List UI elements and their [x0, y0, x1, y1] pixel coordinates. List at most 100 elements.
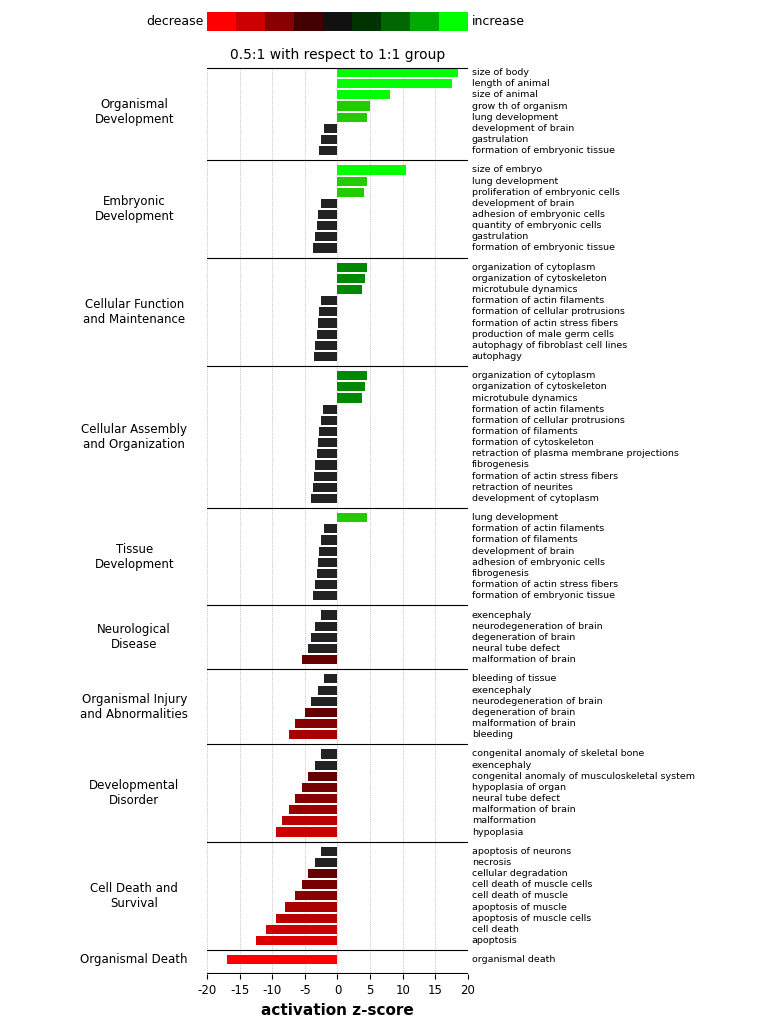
Bar: [317, 569, 337, 578]
Bar: [317, 221, 337, 230]
Bar: [324, 674, 337, 684]
Text: autophagy of fibroblast cell lines: autophagy of fibroblast cell lines: [472, 341, 627, 350]
Bar: [337, 274, 365, 282]
Text: size of body: size of body: [472, 68, 528, 77]
Text: Tissue
Development: Tissue Development: [94, 542, 174, 571]
Bar: [226, 956, 337, 964]
Text: neurodegeneration of brain: neurodegeneration of brain: [472, 697, 602, 706]
Text: apoptosis of neurons: apoptosis of neurons: [472, 846, 571, 856]
Bar: [314, 761, 337, 770]
Text: apoptosis of muscle cells: apoptosis of muscle cells: [472, 913, 591, 923]
Bar: [311, 633, 337, 642]
Bar: [321, 296, 337, 305]
Text: malformation of brain: malformation of brain: [472, 655, 575, 664]
Bar: [295, 892, 337, 900]
Text: hypoplasia: hypoplasia: [472, 828, 523, 836]
Text: cell death of muscle cells: cell death of muscle cells: [472, 880, 592, 890]
Text: formation of actin filaments: formation of actin filaments: [472, 525, 604, 533]
X-axis label: activation z-score: activation z-score: [261, 1002, 414, 1018]
Text: development of brain: development of brain: [472, 546, 574, 556]
Text: quantity of embryonic cells: quantity of embryonic cells: [472, 222, 601, 230]
Text: adhesion of embryonic cells: adhesion of embryonic cells: [472, 210, 604, 219]
Text: exencephaly: exencephaly: [472, 610, 532, 620]
Text: organization of cytoplasm: organization of cytoplasm: [472, 263, 595, 272]
Bar: [265, 925, 337, 934]
Bar: [337, 79, 452, 89]
Bar: [337, 394, 362, 403]
Bar: [337, 68, 458, 77]
Text: cell death: cell death: [472, 925, 518, 934]
Bar: [337, 165, 406, 174]
Text: malformation: malformation: [472, 817, 535, 826]
Text: development of cytoplasm: development of cytoplasm: [472, 494, 598, 503]
Bar: [308, 771, 337, 780]
Bar: [321, 750, 337, 759]
Text: Cell Death and
Survival: Cell Death and Survival: [91, 882, 178, 910]
Text: gastrulation: gastrulation: [472, 232, 529, 241]
Bar: [256, 936, 337, 945]
Text: length of animal: length of animal: [472, 79, 549, 89]
Bar: [318, 438, 337, 447]
Bar: [275, 828, 337, 836]
Text: Embryonic
Development: Embryonic Development: [94, 195, 174, 223]
Bar: [337, 285, 362, 294]
Bar: [337, 263, 367, 272]
Bar: [318, 686, 337, 695]
Text: fibrogenesis: fibrogenesis: [472, 569, 529, 578]
Text: organization of cytoskeleton: organization of cytoskeleton: [472, 274, 607, 282]
Bar: [337, 371, 367, 380]
Text: bleeding of tissue: bleeding of tissue: [472, 674, 556, 684]
Text: neural tube defect: neural tube defect: [472, 794, 560, 803]
Text: microtubule dynamics: microtubule dynamics: [472, 394, 578, 402]
Text: size of embryo: size of embryo: [472, 165, 542, 174]
Bar: [318, 558, 337, 567]
Text: hypoplasia of organ: hypoplasia of organ: [472, 783, 566, 792]
Text: apoptosis of muscle: apoptosis of muscle: [472, 902, 567, 911]
Text: organization of cytoskeleton: organization of cytoskeleton: [472, 383, 607, 392]
Text: formation of embryonic tissue: formation of embryonic tissue: [472, 243, 614, 253]
Text: Neurological
Disease: Neurological Disease: [97, 624, 171, 652]
Text: exencephaly: exencephaly: [472, 686, 532, 695]
Bar: [321, 199, 337, 208]
Bar: [337, 383, 365, 392]
Bar: [321, 135, 337, 144]
Text: formation of embryonic tissue: formation of embryonic tissue: [472, 146, 614, 155]
Text: neural tube defect: neural tube defect: [472, 644, 560, 653]
Bar: [301, 783, 337, 792]
Text: organization of cytoplasm: organization of cytoplasm: [472, 371, 595, 380]
Bar: [321, 846, 337, 856]
Bar: [323, 404, 337, 413]
Text: microtubule dynamics: microtubule dynamics: [472, 285, 578, 294]
Text: Cellular Assembly
and Organization: Cellular Assembly and Organization: [81, 423, 187, 452]
Bar: [275, 913, 337, 923]
Bar: [321, 610, 337, 620]
Text: lung development: lung development: [472, 112, 558, 122]
Bar: [314, 232, 337, 241]
Text: formation of actin stress fibers: formation of actin stress fibers: [472, 580, 618, 589]
Bar: [315, 461, 337, 469]
Bar: [315, 340, 337, 350]
Text: lung development: lung development: [472, 176, 558, 186]
Bar: [318, 210, 337, 220]
Bar: [313, 591, 337, 600]
Bar: [295, 794, 337, 803]
Text: Organismal
Development: Organismal Development: [94, 98, 174, 126]
Text: exencephaly: exencephaly: [472, 761, 532, 769]
Text: degeneration of brain: degeneration of brain: [472, 708, 575, 717]
Text: cellular degradation: cellular degradation: [472, 869, 568, 878]
Text: congenital anomaly of skeletal bone: congenital anomaly of skeletal bone: [472, 750, 644, 759]
Text: Cellular Function
and Maintenance: Cellular Function and Maintenance: [83, 298, 186, 326]
Text: production of male germ cells: production of male germ cells: [472, 330, 614, 338]
Text: Organismal Death: Organismal Death: [81, 954, 188, 966]
Text: gastrulation: gastrulation: [472, 135, 529, 144]
Bar: [314, 622, 337, 631]
Bar: [317, 450, 337, 459]
Bar: [288, 730, 337, 739]
Text: autophagy: autophagy: [472, 352, 522, 361]
Text: decrease: decrease: [146, 15, 203, 28]
Text: bleeding: bleeding: [472, 730, 512, 739]
Text: formation of cellular protrusions: formation of cellular protrusions: [472, 307, 624, 317]
Bar: [337, 188, 364, 197]
Text: formation of actin filaments: formation of actin filaments: [472, 405, 604, 413]
Text: formation of actin stress fibers: formation of actin stress fibers: [472, 471, 618, 480]
